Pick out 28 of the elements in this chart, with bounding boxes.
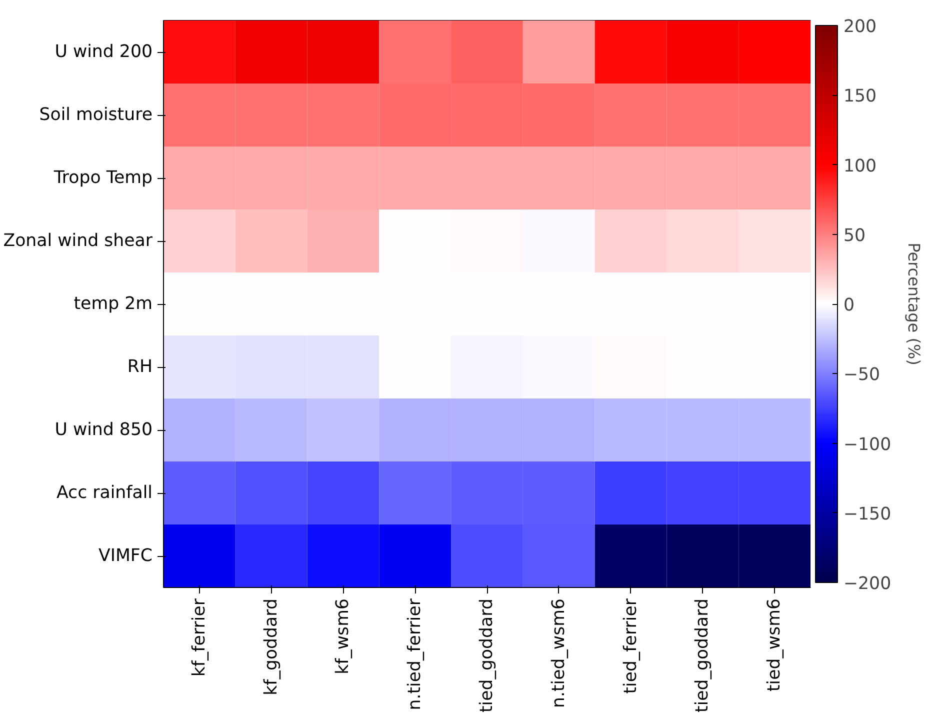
color-bar-label: −100	[844, 434, 892, 455]
color-bar-label: 0	[844, 296, 855, 316]
color-bar-label: 200	[844, 17, 877, 37]
x-tick-label: kf_goddard	[261, 598, 282, 696]
color-bar-label: 50	[844, 226, 866, 246]
x-tick-label: kf_wsm6	[333, 598, 354, 674]
y-tick-label: VIMFC	[98, 546, 153, 566]
x-tick-label: tied_goddard	[692, 598, 713, 712]
y-tick-label: RH	[127, 357, 153, 377]
x-tick-label: tied_wsm6	[764, 598, 785, 692]
y-tick-label: U wind 200	[54, 42, 153, 62]
y-tick-label: Acc rainfall	[56, 483, 152, 503]
y-tick-label: Soil moisture	[39, 105, 153, 125]
x-tick-label: n.tied_ferrier	[405, 598, 426, 710]
color-bar-label: −150	[844, 504, 892, 524]
color-bar-label: −200	[844, 574, 892, 594]
y-tick-label: Zonal wind shear	[3, 231, 154, 251]
y-tick-label: U wind 850	[54, 420, 153, 440]
y-tick-label: temp 2m	[74, 294, 153, 314]
color-bar-label: 150	[844, 86, 877, 107]
x-tick-label: kf_ferrier	[189, 598, 210, 677]
x-tick-label: tied_goddard	[477, 598, 497, 712]
color-bar-label: 100	[844, 156, 877, 176]
color-bar-title: Percentage (%)	[904, 242, 924, 366]
color-bar-label: −50	[844, 365, 880, 386]
x-tick-label: tied_ferrier	[620, 598, 641, 694]
x-tick-label: n.tied_wsm6	[548, 598, 569, 708]
y-tick-label: Tropo Temp	[52, 168, 152, 188]
